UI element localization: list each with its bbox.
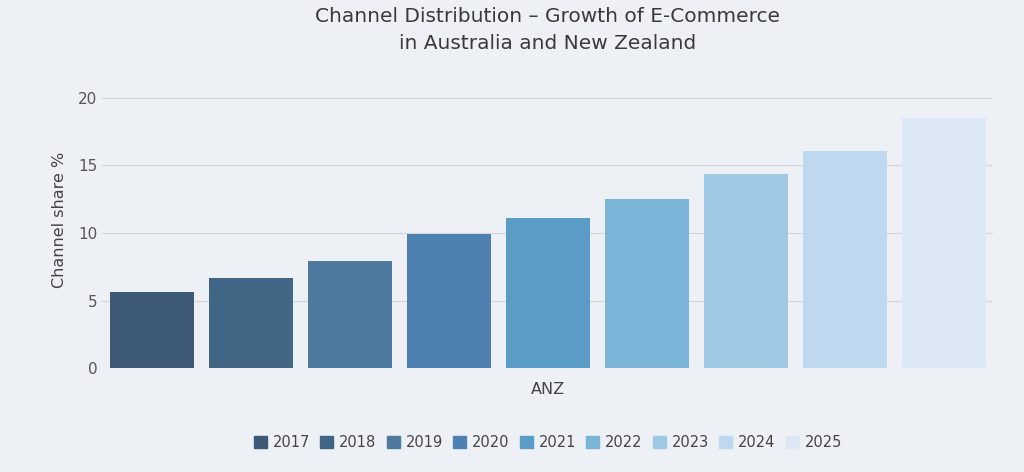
Bar <box>506 218 590 368</box>
Bar <box>110 293 194 368</box>
Legend: 2017, 2018, 2019, 2020, 2021, 2022, 2023, 2024, 2025: 2017, 2018, 2019, 2020, 2021, 2022, 2023… <box>248 429 848 455</box>
Title: Channel Distribution – Growth of E-Commerce
in Australia and New Zealand: Channel Distribution – Growth of E-Comme… <box>315 7 780 52</box>
Bar <box>308 261 392 368</box>
Bar <box>703 174 787 368</box>
Y-axis label: Channel share %: Channel share % <box>52 152 68 287</box>
Bar <box>902 118 986 368</box>
X-axis label: ANZ: ANZ <box>530 382 565 397</box>
Bar <box>605 199 689 368</box>
Bar <box>803 151 887 368</box>
Bar <box>407 235 490 368</box>
Bar <box>209 278 293 368</box>
